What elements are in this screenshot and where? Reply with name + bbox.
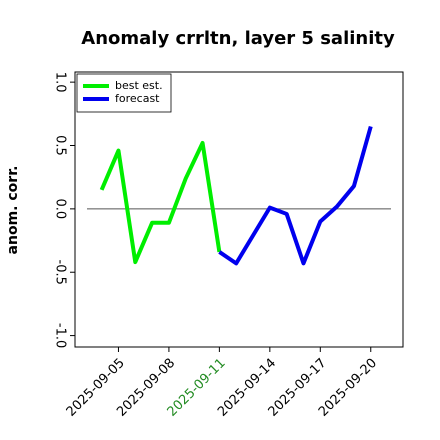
y-tick-label: 1.0	[53, 72, 68, 93]
legend-label: forecast	[115, 92, 160, 105]
y-tick-label: 0.0	[53, 199, 68, 220]
series-line	[99, 140, 222, 265]
legend-label: best est.	[115, 79, 163, 92]
series-line	[218, 125, 373, 266]
legend-box	[76, 73, 172, 113]
y-axis-label: anom. corr.	[5, 166, 21, 255]
plot-frame	[74, 71, 404, 348]
y-tick-label: -0.5	[53, 260, 68, 285]
y-tick-label: -1.0	[53, 323, 68, 348]
y-tick-label: 0.5	[53, 135, 68, 156]
chart-title: Anomaly crrltn, layer 5 salinity	[81, 28, 395, 49]
